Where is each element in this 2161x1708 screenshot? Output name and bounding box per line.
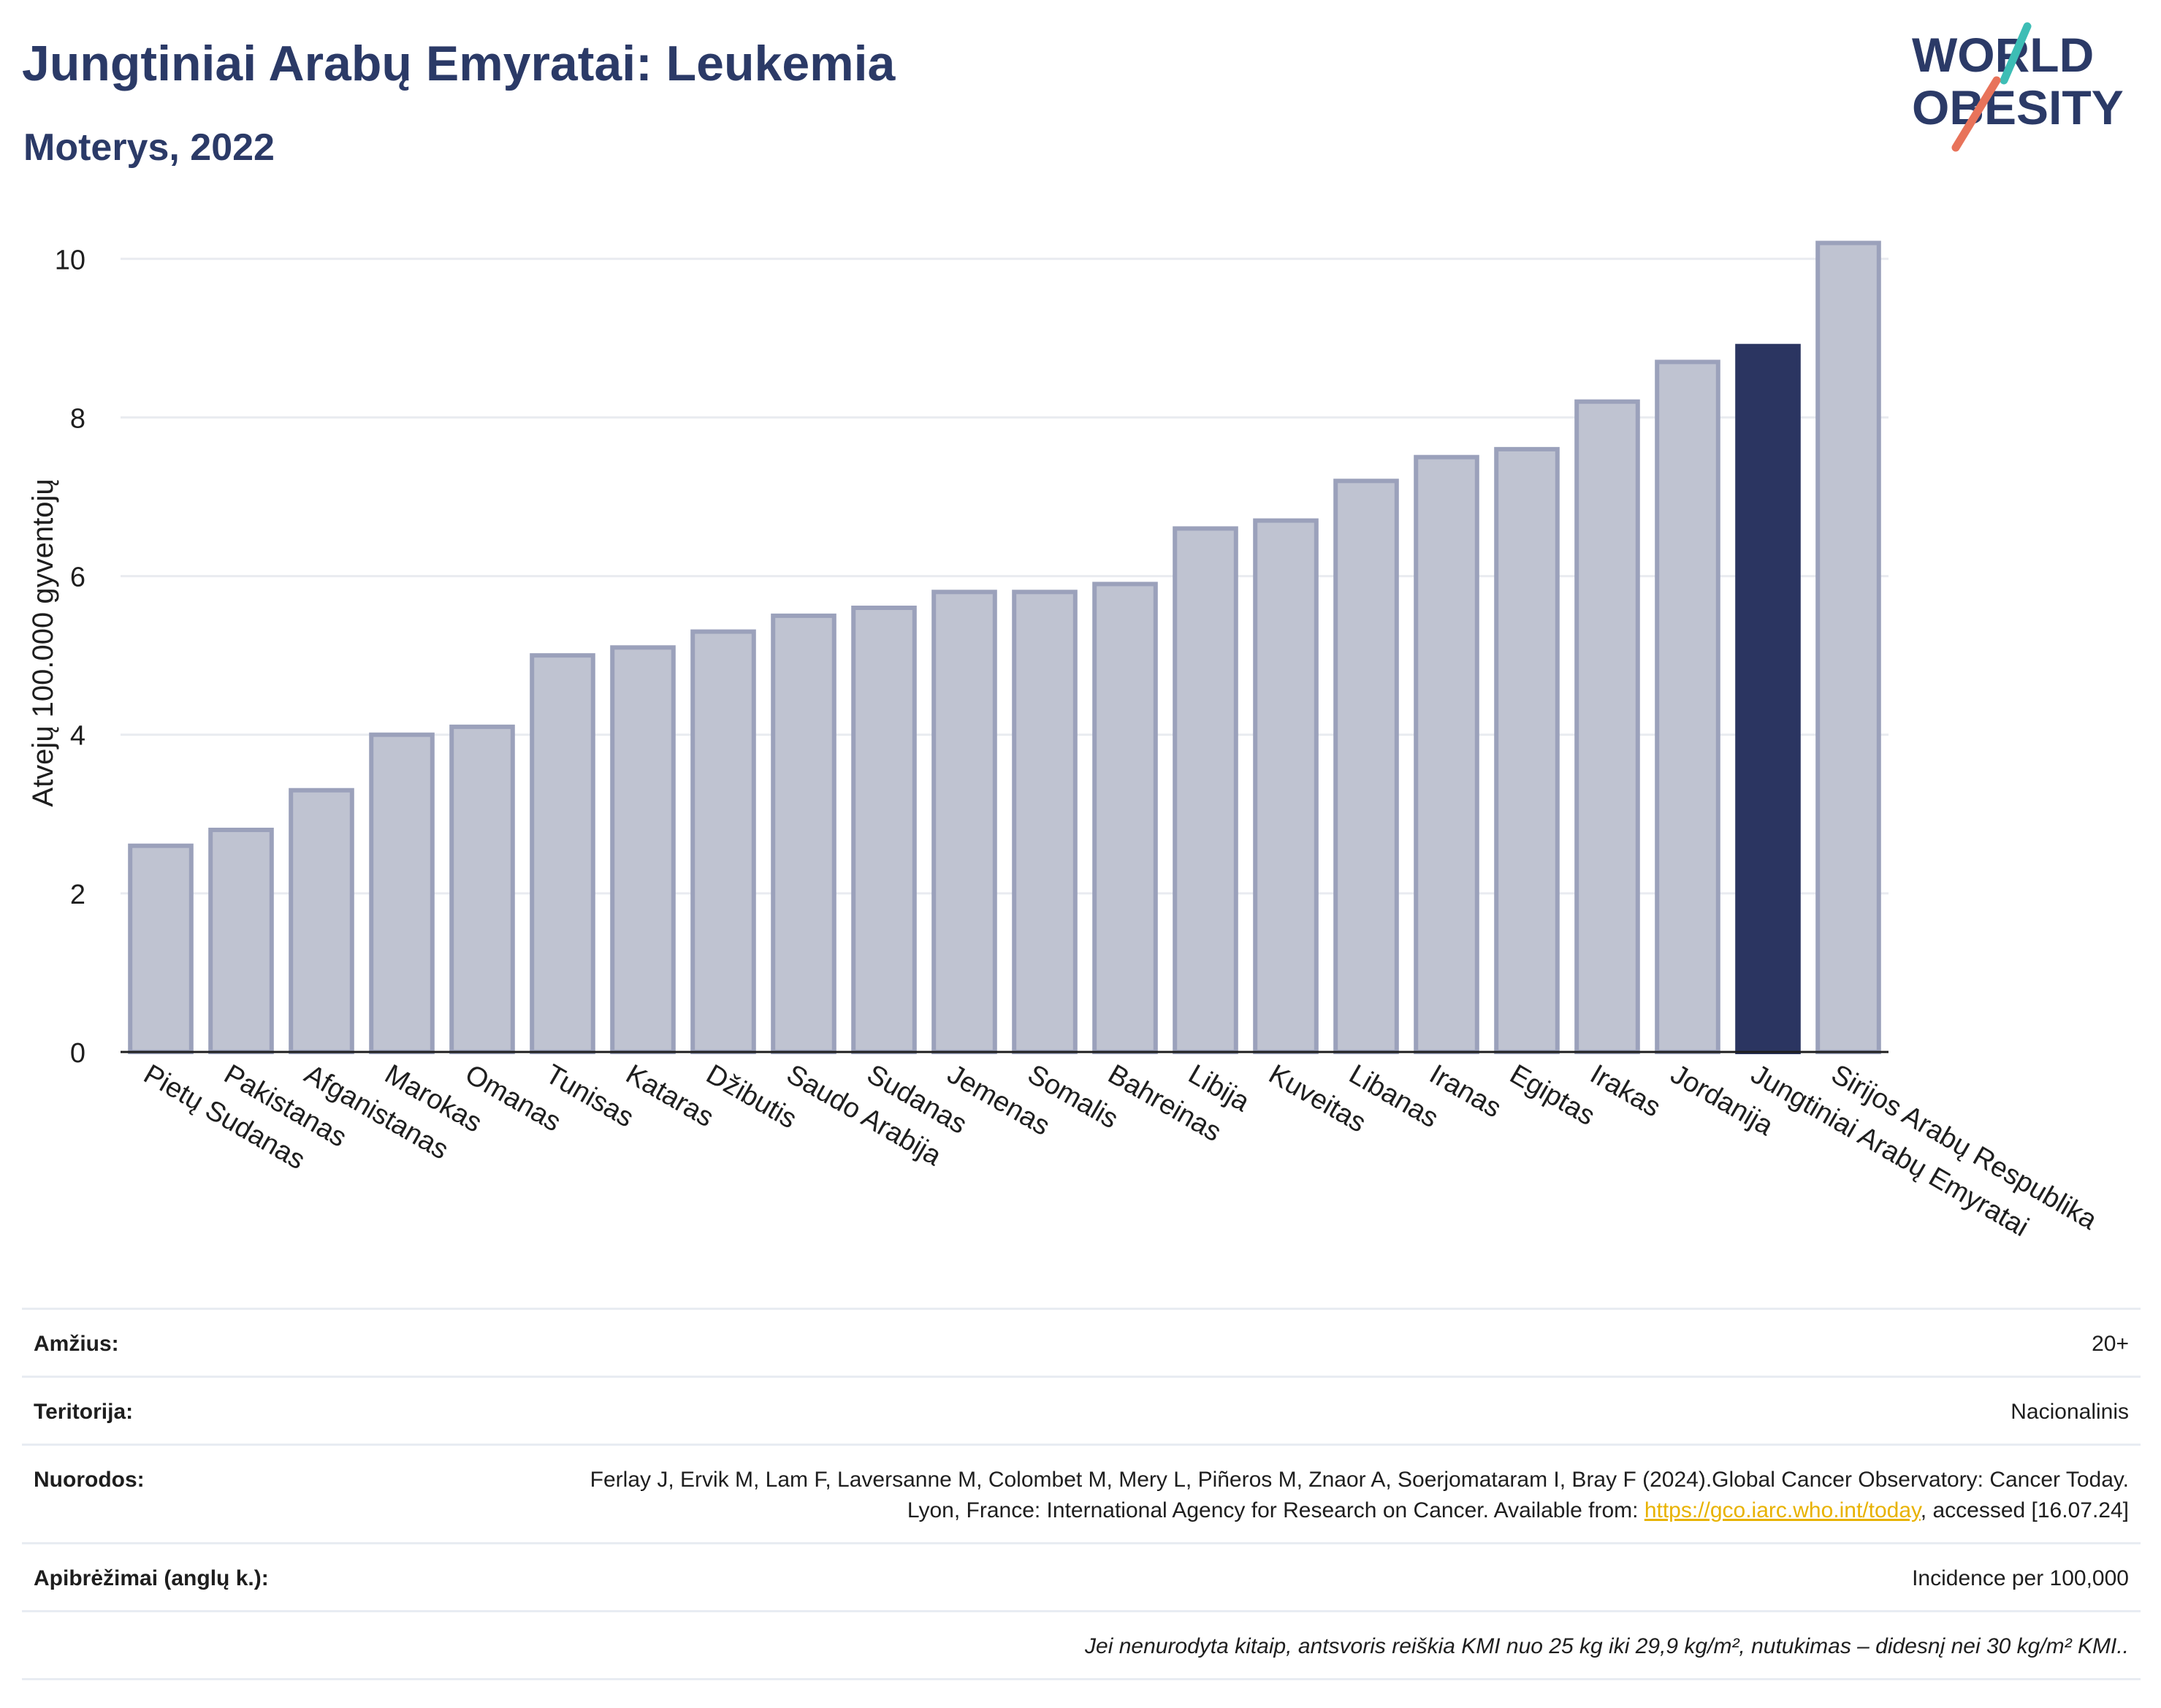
bar-11 [931, 590, 997, 1054]
logo-line-2: OBESITY [1912, 80, 2124, 134]
bar-8 [690, 629, 756, 1054]
y-tick-label: 6 [70, 563, 85, 593]
references-label: Nuorodos: [34, 1468, 145, 1492]
bar-7 [610, 645, 676, 1054]
references-text: Ferlay J, Ervik M, Lam F, Laversanne M, … [590, 1468, 2129, 1522]
territory-value: Nacionalinis [2011, 1400, 2129, 1424]
bar-15 [1253, 518, 1319, 1054]
references-value: Ferlay J, Ervik M, Lam F, Laversanne M, … [558, 1465, 2129, 1526]
bars [121, 240, 1889, 1055]
definitions-value: Incidence per 100,000 [1912, 1566, 2129, 1590]
x-tick-label: Irakas [1585, 1059, 1666, 1123]
bmi-note: Jei nenurodyta kitaip, antsvoris reiškia… [1085, 1634, 2129, 1658]
note-row: Jei nenurodyta kitaip, antsvoris reiškia… [22, 1610, 2141, 1680]
bar-9 [771, 613, 836, 1054]
y-tick-label: 10 [55, 245, 85, 275]
territory-row: Teritorija: Nacionalinis [22, 1376, 2141, 1444]
y-axis-ticks: 0 2 4 6 8 10 [55, 245, 85, 1069]
y-axis-label: Atvejų 100.000 gyventojų [27, 479, 59, 807]
metadata-table: Amžius: 20+ Teritorija: Nacionalinis Nuo… [22, 1308, 2141, 1680]
bar-1 [128, 843, 194, 1054]
bar-6 [530, 653, 595, 1054]
chart-title: Jungtiniai Arabų Emyratai: Leukemia [22, 36, 896, 91]
bar-20 [1655, 359, 1720, 1054]
y-tick-label: 8 [70, 403, 85, 434]
bar-4 [369, 732, 435, 1054]
definitions-row: Apibrėžimai (anglų k.): Incidence per 10… [22, 1542, 2141, 1610]
bar-22 [1815, 240, 1881, 1055]
bar-2 [208, 828, 274, 1054]
bar-12 [1012, 590, 1078, 1054]
definitions-label: Apibrėžimai (anglų k.): [34, 1566, 269, 1590]
x-axis-ticks: Pietų SudanasPakistanasAfganistanasMarok… [139, 1059, 2103, 1243]
bar-3 [289, 788, 354, 1054]
x-tick-label: Egiptas [1505, 1059, 1601, 1132]
territory-label: Teritorija: [34, 1400, 134, 1424]
bar-13 [1092, 582, 1158, 1054]
references-link[interactable]: https://gco.iarc.who.int/today [1644, 1498, 1921, 1522]
age-row: Amžius: 20+ [22, 1308, 2141, 1376]
y-tick-label: 2 [70, 880, 85, 910]
logo-slash-teal [2000, 22, 2032, 85]
bar-5 [449, 724, 515, 1054]
y-tick-label: 4 [70, 721, 85, 752]
chart-subtitle: Moterys, 2022 [23, 126, 275, 169]
y-tick-label: 0 [70, 1038, 85, 1069]
bar-21 [1735, 343, 1801, 1054]
age-value: 20+ [2092, 1332, 2129, 1356]
bar-14 [1173, 526, 1238, 1054]
bar-18 [1494, 446, 1560, 1054]
x-tick-label: Džibutis [701, 1059, 802, 1135]
bar-16 [1333, 479, 1399, 1054]
logo-slash-coral [1951, 76, 2001, 152]
references-row: Nuorodos: Ferlay J, Ervik M, Lam F, Lave… [22, 1444, 2141, 1542]
bar-17 [1414, 454, 1479, 1054]
references-accessed: , accessed [16.07.24] [1920, 1498, 2129, 1522]
age-label: Amžius: [34, 1332, 119, 1356]
bar-chart: 0 2 4 6 8 10 Pietų SudanasPakistanasAfganista… [27, 240, 2103, 1243]
x-tick-label: Kataras [621, 1059, 719, 1133]
world-obesity-logo: WORLD OBESITY [1912, 22, 2124, 152]
bar-19 [1574, 399, 1640, 1054]
bar-10 [851, 606, 917, 1054]
